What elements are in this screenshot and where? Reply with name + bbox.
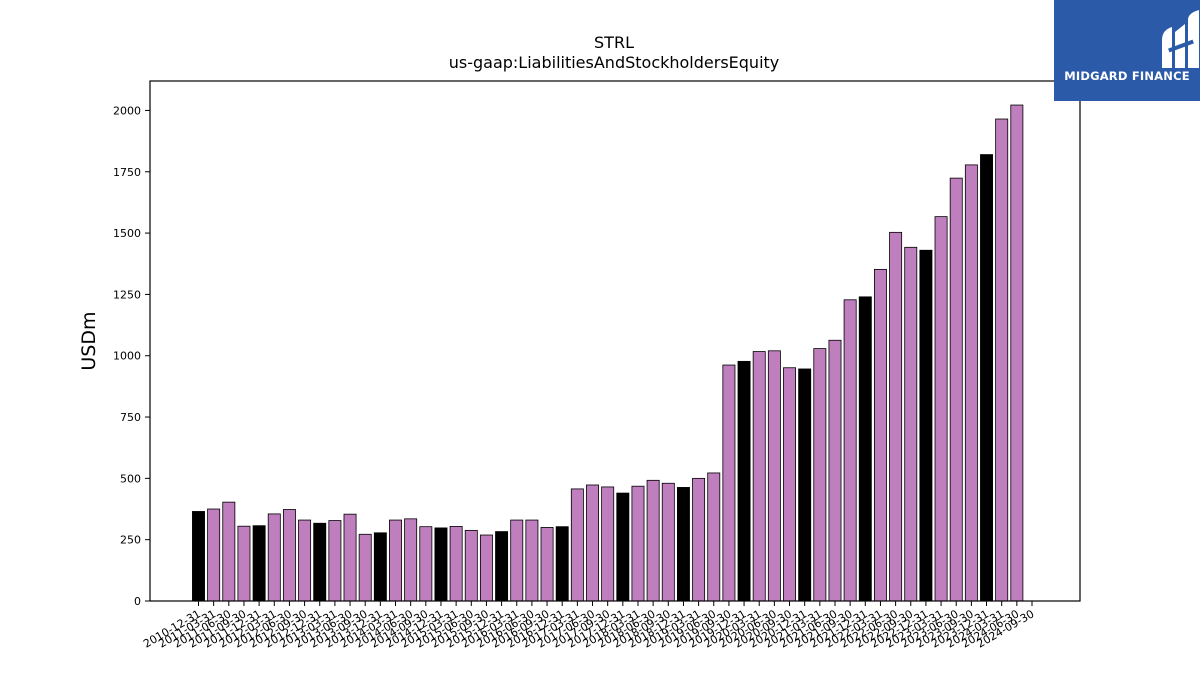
x-axis-ticks: 2010-12-312011-03-312011-06-302011-09-30… (141, 601, 1037, 651)
bar (767, 350, 781, 602)
y-tick-label: 2000 (113, 104, 141, 117)
bar (222, 501, 236, 602)
bar (676, 487, 690, 602)
bar (419, 526, 433, 602)
bar (737, 360, 751, 602)
bar (722, 364, 736, 602)
y-tick-label: 1750 (113, 166, 141, 179)
bar (237, 525, 251, 602)
bar (449, 526, 463, 602)
bar (389, 519, 402, 602)
bar (904, 246, 918, 602)
y-tick-label: 750 (120, 411, 141, 424)
bar (616, 492, 630, 602)
brand-name: MIDGARD FINANCE (1064, 69, 1190, 83)
bar (783, 367, 796, 602)
bar (813, 348, 827, 602)
y-tick-label: 1500 (113, 227, 141, 240)
y-axis-ticks: 0 250 500 750 1000 1250 1500 1750 2000 (113, 104, 150, 608)
bar (570, 488, 584, 602)
bar (555, 526, 569, 602)
bar (1010, 104, 1024, 602)
chart-subtitle: us-gaap:LiabilitiesAndStockholdersEquity (449, 53, 780, 72)
brand-logo: MIDGARD FINANCE (1054, 0, 1200, 101)
bar (586, 484, 599, 602)
bar (707, 472, 721, 602)
bar (404, 518, 418, 602)
bar (919, 249, 933, 602)
bar (282, 509, 296, 602)
bar (631, 485, 645, 602)
y-tick-label: 500 (120, 472, 141, 485)
bar (661, 482, 675, 602)
bar (949, 177, 963, 602)
bar (434, 527, 448, 602)
plot-frame (149, 80, 1081, 602)
bar (601, 486, 615, 602)
brand-mark-icon (1162, 10, 1199, 68)
bar (495, 531, 509, 602)
bar (192, 511, 205, 602)
bar (934, 216, 948, 602)
bar (798, 368, 812, 602)
bar (464, 529, 478, 602)
bar (267, 513, 281, 602)
bar (964, 164, 978, 602)
y-tick-label: 1000 (113, 350, 141, 363)
bar (373, 532, 387, 602)
y-axis-label: USDm (78, 311, 100, 370)
bar (752, 351, 766, 602)
bar (995, 118, 1009, 602)
bar (479, 534, 493, 602)
chart-title: STRL (594, 33, 634, 52)
bar (873, 268, 887, 602)
bar (358, 533, 372, 602)
bar (525, 519, 539, 602)
bar (692, 477, 706, 602)
bar (540, 527, 554, 602)
bar (828, 339, 842, 602)
bar (843, 299, 857, 602)
bar-series (192, 104, 1024, 602)
y-tick-label: 0 (134, 595, 141, 608)
y-tick-label: 1250 (113, 288, 141, 301)
bar (510, 519, 524, 602)
y-tick-label: 250 (120, 534, 141, 547)
bar (207, 508, 221, 602)
bar (343, 513, 357, 602)
bar (252, 525, 266, 602)
bar (889, 231, 903, 602)
bar (646, 479, 660, 602)
bar (328, 520, 342, 602)
bar (858, 296, 872, 602)
bar (298, 519, 312, 602)
bar (313, 522, 327, 602)
bar (980, 154, 993, 602)
